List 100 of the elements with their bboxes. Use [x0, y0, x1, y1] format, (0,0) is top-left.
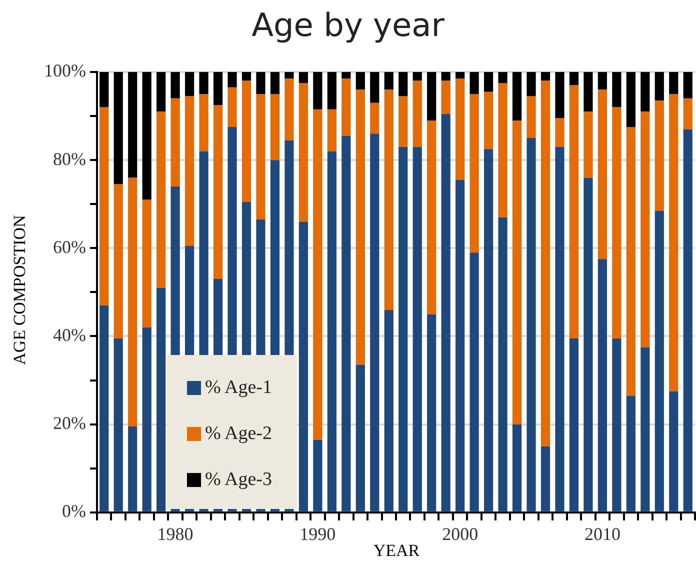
bar: [470, 94, 479, 253]
bar: [498, 217, 508, 512]
bar: [100, 107, 109, 306]
bar: [128, 426, 138, 512]
bar: [356, 72, 365, 90]
y-tick-label: 60%: [52, 236, 86, 257]
bar: [412, 72, 422, 81]
bar: [398, 146, 408, 512]
bar: [327, 72, 336, 110]
bar: [498, 72, 508, 84]
bar: [412, 80, 422, 147]
bar: [683, 129, 692, 512]
bar: [342, 136, 351, 512]
y-tick-label: 100%: [44, 60, 86, 81]
bar: [184, 96, 194, 246]
x-tick-label: 1990: [300, 524, 336, 544]
x-axis-title: YEAR: [373, 541, 420, 560]
bar: [342, 78, 351, 136]
y-tick-label: 80%: [52, 148, 86, 169]
bar: [569, 338, 579, 512]
bar: [114, 72, 123, 184]
bar: [640, 347, 650, 512]
bar: [228, 72, 237, 88]
bar: [456, 78, 465, 180]
bar: [484, 149, 494, 512]
bar: [640, 112, 650, 348]
bar: [184, 72, 194, 96]
bar: [427, 314, 436, 512]
bar: [427, 120, 436, 314]
bar: [142, 72, 152, 200]
x-tick-label: 1980: [157, 524, 194, 544]
bar: [484, 72, 494, 92]
bar: [398, 72, 408, 96]
bar: [512, 424, 522, 512]
bar: [327, 109, 336, 152]
y-tick-label: 0%: [62, 501, 86, 522]
bar: [156, 288, 166, 512]
bar: [526, 96, 536, 138]
bar: [555, 146, 564, 512]
y-tick-label: 20%: [52, 413, 86, 434]
bar: [213, 105, 223, 279]
bar: [540, 80, 550, 446]
bar: [640, 72, 650, 112]
bar: [498, 83, 508, 218]
bar: [584, 112, 593, 178]
legend-label: % Age-2: [205, 423, 272, 445]
bar: [114, 184, 123, 338]
bar: [384, 90, 394, 310]
bar: [626, 72, 636, 128]
bar: [569, 72, 579, 86]
bar: [626, 396, 636, 512]
bar: [313, 72, 322, 110]
bar: [512, 120, 522, 424]
bar: [683, 72, 692, 98]
bar: [612, 72, 622, 108]
bar: [598, 72, 608, 90]
bar: [526, 72, 536, 96]
bar: [170, 72, 180, 98]
bar: [256, 94, 266, 220]
bar: [540, 446, 550, 512]
bar: [270, 94, 280, 160]
bar: [242, 72, 252, 81]
bar: [199, 72, 208, 94]
bar: [654, 210, 664, 512]
bar: [298, 222, 308, 512]
bar: [256, 72, 266, 94]
bar: [470, 252, 479, 512]
bar: [441, 80, 450, 114]
bar: [612, 338, 622, 512]
bar: [370, 102, 380, 134]
bar: [584, 178, 593, 512]
bar: [128, 72, 138, 178]
bar: [398, 96, 408, 147]
bar: [284, 78, 294, 140]
bar: [669, 72, 678, 94]
bar: [100, 305, 109, 512]
bar: [199, 94, 208, 152]
bar: [384, 72, 394, 90]
bar: [228, 87, 237, 128]
bar: [412, 146, 422, 512]
bar: [555, 72, 564, 118]
bar: [170, 98, 180, 187]
bar: [142, 327, 152, 512]
bar: [370, 72, 380, 103]
bar: [427, 72, 436, 120]
bar: [356, 90, 365, 365]
bar: [142, 200, 152, 328]
legend-label: % Age-1: [205, 377, 272, 399]
bar: [470, 72, 479, 94]
bar: [584, 72, 593, 112]
bar: [654, 72, 664, 101]
bar: [298, 72, 308, 84]
bar: [598, 259, 608, 512]
bar: [384, 310, 394, 512]
bar: [213, 72, 223, 106]
bar: [669, 391, 678, 512]
bar: [298, 83, 308, 222]
legend-label: % Age-3: [205, 469, 272, 491]
bar: [313, 440, 322, 512]
bar: [114, 338, 123, 512]
